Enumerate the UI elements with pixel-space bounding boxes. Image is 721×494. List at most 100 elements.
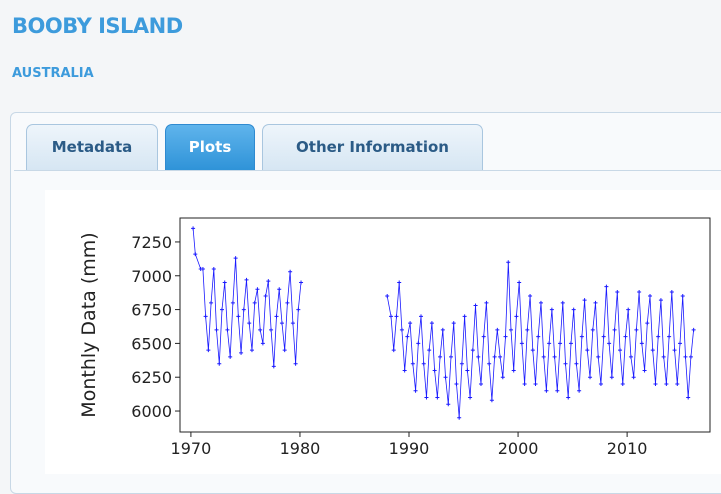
station-country: AUSTRALIA [12, 66, 94, 81]
data-point [457, 415, 462, 420]
data-point [519, 341, 524, 346]
data-point [680, 294, 685, 299]
data-point [397, 280, 402, 285]
y-tick-label: 6250 [131, 368, 172, 387]
station-title: BOOBY ISLAND [12, 14, 183, 38]
data-point [247, 321, 252, 326]
data-line [192, 228, 694, 418]
data-point [427, 348, 432, 353]
data-point [522, 381, 527, 386]
data-point [435, 395, 440, 400]
data-point [618, 348, 623, 353]
data-point [612, 327, 617, 332]
data-point [200, 266, 205, 271]
data-point [228, 354, 233, 359]
y-tick-label: 6000 [131, 402, 172, 421]
data-point [579, 334, 584, 339]
tab[interactable]: Other Information [262, 124, 483, 170]
data-point [429, 321, 434, 326]
data-point [258, 327, 263, 332]
data-point [634, 327, 639, 332]
data-point [389, 314, 394, 319]
data-point [691, 327, 696, 332]
data-point [299, 280, 304, 285]
data-point [585, 348, 590, 353]
data-point [607, 341, 612, 346]
data-point [596, 354, 601, 359]
data-point [394, 314, 399, 319]
tab[interactable]: Plots [165, 124, 255, 170]
data-point [478, 381, 483, 386]
data-point [476, 354, 481, 359]
data-point [222, 280, 227, 285]
data-point [405, 334, 410, 339]
data-point [656, 334, 661, 339]
data-point [672, 348, 677, 353]
data-point [650, 348, 655, 353]
data-point [664, 381, 669, 386]
data-point [593, 300, 598, 305]
data-point [443, 375, 448, 380]
data-point [492, 354, 497, 359]
data-point [511, 368, 516, 373]
data-point [271, 364, 276, 369]
data-point [252, 300, 257, 305]
data-point [609, 375, 614, 380]
data-point [193, 252, 198, 257]
data-point [296, 307, 301, 312]
data-point [533, 381, 538, 386]
x-tick-label: 1990 [389, 439, 430, 458]
data-point [454, 381, 459, 386]
data-point [577, 388, 582, 393]
data-point [628, 354, 633, 359]
data-point [468, 395, 473, 400]
data-point [225, 327, 230, 332]
data-point [538, 300, 543, 305]
data-point [465, 368, 470, 373]
data-point [230, 300, 235, 305]
data-point [432, 368, 437, 373]
data-point [555, 388, 560, 393]
data-point [487, 361, 492, 366]
data-point [568, 341, 573, 346]
chart: Monthly Data (mm) 6000 6250 6500 6750 7000 72… [45, 190, 721, 474]
data-point [459, 361, 464, 366]
data-point [203, 314, 208, 319]
data-point [424, 395, 429, 400]
data-point [410, 361, 415, 366]
data-point [282, 348, 287, 353]
data-point [525, 327, 530, 332]
data-point [549, 307, 554, 312]
data-point [536, 334, 541, 339]
data-point [530, 348, 535, 353]
data-point [473, 303, 478, 308]
data-point [615, 289, 620, 294]
tab[interactable]: Metadata [26, 124, 158, 170]
data-point [658, 298, 663, 303]
data-point [470, 348, 475, 353]
data-point [642, 368, 647, 373]
data-point [279, 321, 284, 326]
data-point [219, 307, 224, 312]
data-point [620, 381, 625, 386]
data-point [446, 402, 451, 407]
data-point [413, 388, 418, 393]
data-point [683, 354, 688, 359]
data-point [582, 298, 587, 303]
data-point [598, 381, 603, 386]
data-point [233, 256, 238, 261]
data-point [274, 314, 279, 319]
data-point [241, 307, 246, 312]
data-point [560, 300, 565, 305]
plot-frame [179, 217, 711, 433]
data-point [255, 287, 260, 292]
y-tick-label: 6500 [131, 334, 172, 353]
data-point [675, 381, 680, 386]
data-point [588, 375, 593, 380]
data-point [481, 334, 486, 339]
y-axis-label: Monthly Data (mm) [78, 232, 100, 417]
data-point [678, 341, 683, 346]
data-point [508, 327, 513, 332]
data-point [206, 348, 211, 353]
data-point [217, 361, 222, 366]
